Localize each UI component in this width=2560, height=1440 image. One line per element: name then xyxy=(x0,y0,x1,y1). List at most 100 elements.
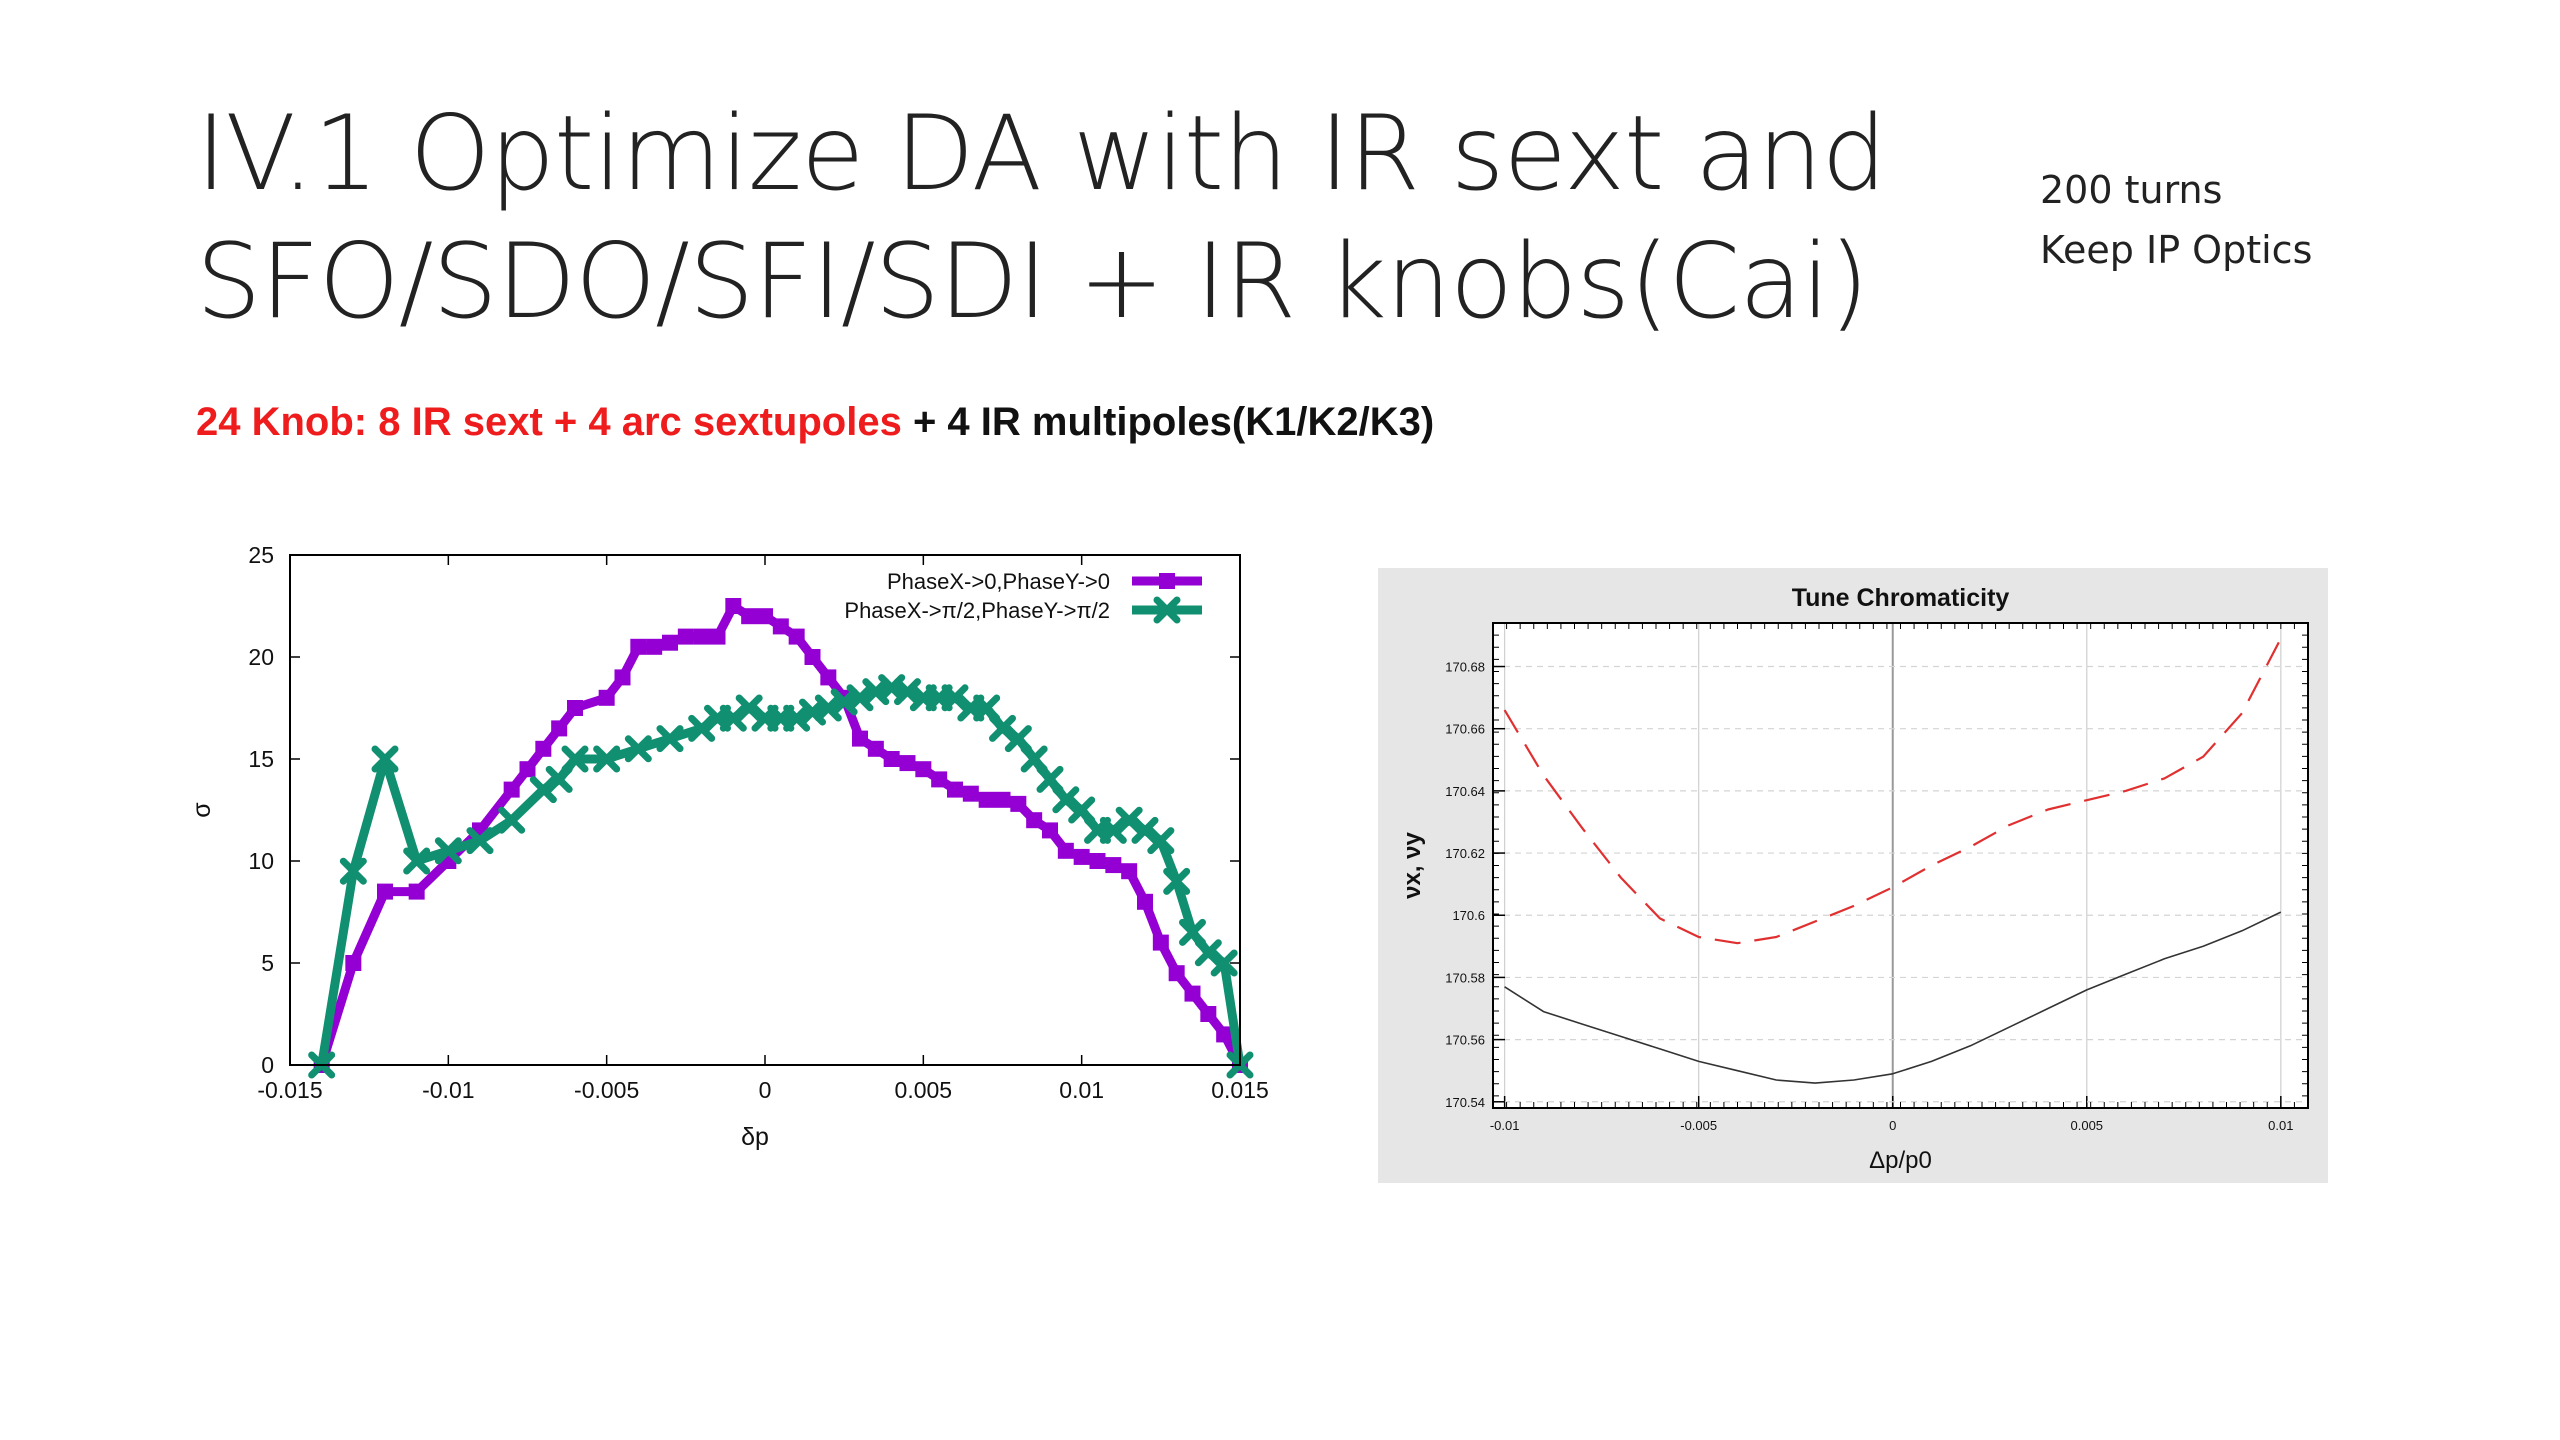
knob-subtitle-highlight: 24 Knob: 8 IR sext + 4 arc sextupoles xyxy=(196,400,902,444)
data-point-phase-0 xyxy=(1026,812,1043,829)
y-tick-label: 15 xyxy=(248,746,274,772)
x-tick-label: 0.005 xyxy=(895,1077,953,1103)
data-point-phase-0 xyxy=(709,628,726,645)
knob-subtitle: 24 Knob: 8 IR sext + 4 arc sextupoles + … xyxy=(196,400,1434,445)
x-axis-label: δp xyxy=(741,1123,769,1151)
x-tick-label: -0.01 xyxy=(1490,1118,1520,1133)
slide-title: IV.1 Optimize DA with IR sext and SFO/SD… xyxy=(196,90,1896,346)
data-point-phase-pi2 xyxy=(593,745,621,773)
data-point-phase-pi2 xyxy=(466,827,494,855)
data-point-phase-0 xyxy=(978,791,995,808)
y-tick-label: 0 xyxy=(261,1052,274,1078)
data-point-phase-0 xyxy=(725,598,742,614)
data-point-phase-0 xyxy=(519,761,536,778)
data-point-phase-pi2 xyxy=(1068,796,1096,824)
data-point-phase-0 xyxy=(646,638,663,655)
data-point-phase-0 xyxy=(757,608,773,625)
data-point-phase-pi2 xyxy=(1147,827,1175,855)
data-point-phase-pi2 xyxy=(719,704,747,732)
x-tick-label: 0.015 xyxy=(1211,1077,1269,1103)
plot-frame xyxy=(1492,622,2309,1109)
data-point-phase-0 xyxy=(852,730,868,747)
data-point-phase-pi2 xyxy=(656,725,684,753)
data-point-phase-pi2 xyxy=(1115,806,1143,834)
data-point-phase-0 xyxy=(614,669,631,686)
x-tick-label: -0.015 xyxy=(257,1077,322,1103)
data-point-phase-0 xyxy=(1184,985,1201,1002)
data-point-phase-0 xyxy=(630,638,647,655)
knob-subtitle-rest: + 4 IR multipoles(K1/K2/K3) xyxy=(901,400,1435,444)
data-point-phase-pi2 xyxy=(371,745,399,773)
data-point-phase-pi2 xyxy=(1179,918,1206,946)
side-note-turns: 200 turns xyxy=(2040,168,2223,212)
x-tick-label: -0.01 xyxy=(422,1077,474,1103)
side-note-optics: Keep IP Optics xyxy=(2040,228,2313,272)
data-point-phase-0 xyxy=(693,628,710,645)
y-tick-label: 170.6 xyxy=(1452,908,1485,923)
data-point-phase-pi2 xyxy=(624,735,652,763)
data-point-phase-pi2 xyxy=(403,847,431,875)
x-tick-label: 0.01 xyxy=(2268,1118,2293,1133)
data-point-phase-0 xyxy=(377,883,393,900)
data-point-phase-0 xyxy=(1216,1026,1233,1043)
data-point-phase-0 xyxy=(1105,857,1122,874)
data-point-phase-pi2 xyxy=(941,684,969,712)
y-tick-label: 170.56 xyxy=(1445,1033,1485,1048)
y-tick-label: 170.58 xyxy=(1445,970,1485,985)
data-point-phase-0 xyxy=(1042,822,1058,839)
y-tick-label: 170.62 xyxy=(1445,846,1485,861)
slide-title-line-1: IV.1 Optimize DA with IR sext and xyxy=(196,94,1887,214)
data-point-phase-0 xyxy=(899,755,916,772)
y-tick-label: 25 xyxy=(248,542,274,568)
y-tick-label: 170.66 xyxy=(1445,722,1485,737)
tune-curve-1 xyxy=(1503,637,2282,945)
data-point-phase-0 xyxy=(503,781,520,798)
data-point-phase-0 xyxy=(804,649,821,665)
data-point-phase-pi2 xyxy=(989,714,1016,742)
data-point-phase-0 xyxy=(567,700,583,716)
legend-label: PhaseX->0,PhaseY->0 xyxy=(887,569,1110,594)
y-tick-label: 10 xyxy=(248,848,274,874)
data-point-phase-pi2 xyxy=(1099,816,1127,844)
data-point-phase-pi2 xyxy=(735,694,763,722)
data-point-phase-0 xyxy=(1073,848,1090,865)
side-note: 200 turns Keep IP Optics xyxy=(2040,160,2312,280)
data-point-phase-0 xyxy=(772,618,789,635)
slide-title-line-2: SFO/SDO/SFI/SDI + IR knobs(Cai) xyxy=(196,222,1869,342)
data-point-phase-pi2 xyxy=(973,694,1001,722)
x-tick-label: 0 xyxy=(1889,1118,1896,1133)
data-point-phase-pi2 xyxy=(498,806,526,834)
x-tick-label: -0.005 xyxy=(1680,1118,1717,1133)
data-point-phase-pi2 xyxy=(434,837,462,865)
y-tick-label: 170.54 xyxy=(1445,1095,1485,1110)
data-point-phase-0 xyxy=(962,785,979,802)
data-point-phase-0 xyxy=(1121,863,1138,880)
data-point-phase-0 xyxy=(867,740,884,757)
x-axis-label: Δp/p0 xyxy=(1869,1147,1932,1174)
x-tick-label: 0.01 xyxy=(1059,1077,1104,1103)
data-point-phase-pi2 xyxy=(688,714,716,742)
data-point-phase-0 xyxy=(788,628,805,645)
legend-marker xyxy=(1159,573,1175,589)
data-point-phase-0 xyxy=(931,771,948,788)
data-point-phase-pi2 xyxy=(1052,786,1080,814)
data-point-phase-0 xyxy=(741,608,758,625)
data-point-phase-0 xyxy=(1010,795,1027,812)
y-tick-label: 170.64 xyxy=(1445,784,1485,799)
data-point-phase-0 xyxy=(1057,842,1074,859)
data-point-phase-0 xyxy=(345,955,362,971)
data-point-phase-0 xyxy=(408,883,425,900)
data-point-phase-0 xyxy=(1089,853,1106,869)
data-point-phase-0 xyxy=(947,781,963,798)
data-point-phase-0 xyxy=(1152,934,1169,951)
data-point-phase-pi2 xyxy=(529,776,557,804)
data-point-phase-pi2 xyxy=(545,765,573,793)
data-point-phase-0 xyxy=(820,669,837,686)
data-point-phase-0 xyxy=(915,761,932,778)
data-point-phase-pi2 xyxy=(561,745,589,773)
plot-frame xyxy=(289,554,1241,1066)
tune-chromaticity-chart: -0.01 -0.005 0 0.005 0.01 170.54 170.56 170.58 1… xyxy=(1378,568,2328,1183)
data-point-phase-0 xyxy=(994,791,1011,808)
data-point-phase-0 xyxy=(1137,893,1153,910)
x-tick-label: 0.005 xyxy=(2071,1118,2104,1133)
